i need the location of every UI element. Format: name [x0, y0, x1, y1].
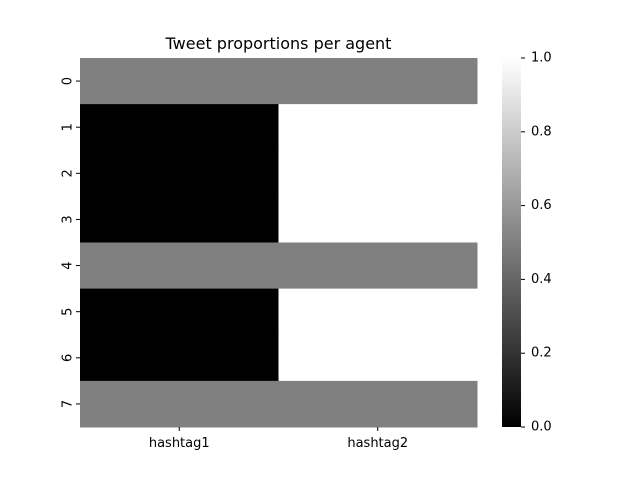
heatmap-cells [80, 58, 478, 428]
colorbar-tick-label: 0.2 [531, 346, 552, 361]
heatmap-cell [80, 380, 279, 428]
heatmap-cell [278, 58, 478, 105]
y-tick-label: 2 [61, 169, 76, 177]
colorbar-gradient [502, 58, 521, 427]
colorbar-tick-label: 0.4 [531, 272, 552, 287]
x-axis: hashtag1 hashtag2 [149, 427, 408, 451]
x-tick-label: hashtag2 [347, 436, 408, 451]
colorbar-tick-label: 0.6 [531, 198, 552, 213]
heatmap-cell [278, 380, 478, 428]
heatmap-cell [278, 242, 478, 290]
y-tick-label: 3 [61, 215, 76, 223]
chart-title: Tweet proportions per agent [165, 34, 392, 53]
heatmap-cell [80, 58, 279, 105]
heatmap-cell [80, 150, 279, 197]
colorbar-tick-label: 0.8 [531, 124, 552, 139]
y-tick-label: 6 [61, 354, 76, 362]
colorbar: 0.0 0.2 0.4 0.6 0.8 1.0 [502, 51, 552, 435]
heatmap-cell [278, 196, 478, 243]
colorbar-tick-label: 0.0 [531, 420, 552, 435]
colorbar-tick-label: 1.0 [531, 51, 552, 66]
heatmap-cell [80, 104, 279, 151]
x-tick-label: hashtag1 [149, 436, 210, 451]
y-tick-label: 7 [61, 400, 76, 408]
heatmap-cell [80, 334, 279, 382]
y-axis: 0 1 2 3 4 5 6 7 [61, 77, 80, 408]
heatmap-cell [80, 242, 279, 290]
heatmap-cell [278, 288, 478, 336]
heatmap-cell [80, 196, 279, 243]
y-tick-label: 1 [61, 123, 76, 131]
heatmap-cell [80, 288, 279, 336]
heatmap-cell [278, 150, 478, 197]
heatmap-cell [278, 334, 478, 382]
heatmap-cell [278, 104, 478, 151]
y-tick-label: 4 [61, 261, 76, 269]
y-tick-label: 0 [61, 77, 76, 85]
y-tick-label: 5 [61, 308, 76, 316]
